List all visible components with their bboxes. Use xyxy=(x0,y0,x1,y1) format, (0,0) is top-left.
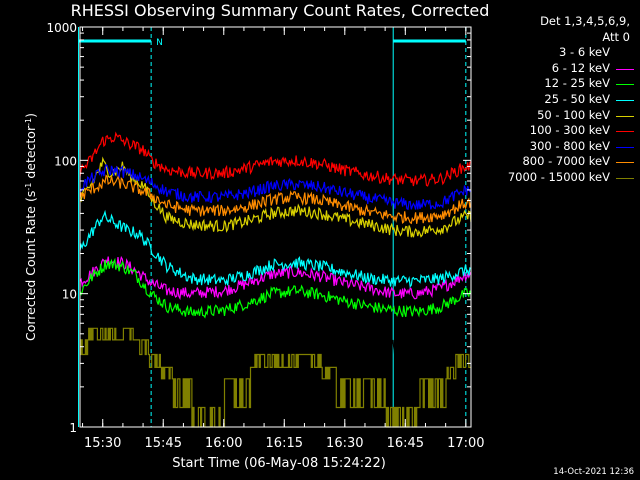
x-tick-label: 15:30 xyxy=(84,436,121,451)
plot-frame xyxy=(79,26,472,428)
legend-swatch xyxy=(616,84,634,86)
series-line-8 xyxy=(80,327,471,428)
y-label-part: detector xyxy=(23,125,38,183)
series-line-5 xyxy=(79,131,472,187)
legend-entry: 50 - 100 keV xyxy=(488,108,636,124)
chart-title: RHESSI Observing Summary Count Rates, Co… xyxy=(70,1,490,20)
legend-header-detectors: Det 1,3,4,5,6,9, xyxy=(540,14,630,28)
legend-entry-label: 25 - 50 keV xyxy=(544,91,610,106)
series-line-4 xyxy=(79,156,472,238)
legend-entries: 3 - 6 keV 6 - 12 keV 12 - 25 keV 25 - 50 ke… xyxy=(488,45,636,185)
legend-swatch xyxy=(616,162,634,164)
y-tick-label: 1000 xyxy=(46,21,77,35)
x-tick-label: 16:30 xyxy=(326,436,363,451)
x-tick-label: 17:00 xyxy=(447,436,484,451)
legend-entry: 3 - 6 keV xyxy=(488,45,636,61)
legend-entry: 7000 - 15000 keV xyxy=(488,170,636,186)
y-tick-label: 10 xyxy=(62,288,77,302)
series-line-6 xyxy=(79,163,472,211)
legend-entry: 6 - 12 keV xyxy=(488,61,636,77)
interval-marker-label: N xyxy=(156,38,163,48)
series-layer xyxy=(79,131,472,428)
series-line-1 xyxy=(79,255,472,301)
axes-layer: 1 10 100 1000 15:30 15:45 16:00 16:15 16:30 16:45… xyxy=(46,21,484,451)
legend-swatch xyxy=(616,115,634,117)
legend-swatch xyxy=(616,53,634,55)
legend-entry-label: 3 - 6 keV xyxy=(559,45,610,60)
legend-entry-label: 100 - 300 keV xyxy=(529,123,610,138)
x-tick-label: 16:45 xyxy=(387,436,424,451)
legend-swatch xyxy=(616,177,634,179)
legend-entry-label: 7000 - 15000 keV xyxy=(507,169,610,184)
legend: Det 1,3,4,5,6,9, Att 0 3 - 6 keV 6 - 12 k… xyxy=(488,14,636,186)
series-line-7 xyxy=(79,174,472,225)
legend-swatch xyxy=(616,146,634,148)
y-label-superscript: -1 xyxy=(24,118,33,126)
y-label-part: ) xyxy=(23,113,38,118)
legend-swatch xyxy=(616,131,634,133)
legend-entry: 300 - 800 keV xyxy=(488,139,636,155)
x-tick-label: 16:15 xyxy=(266,436,303,451)
series-line-3 xyxy=(79,209,472,288)
legend-swatch xyxy=(616,68,634,70)
y-label-superscript: -1 xyxy=(24,183,33,191)
legend-entry: 100 - 300 keV xyxy=(488,123,636,139)
legend-entry: 25 - 50 keV xyxy=(488,92,636,108)
legend-swatch xyxy=(616,99,634,101)
y-label-part: Corrected Count Rate (s xyxy=(23,191,38,341)
legend-entry-label: 6 - 12 keV xyxy=(551,60,610,75)
y-tick-label: 1 xyxy=(69,421,77,435)
legend-entry-label: 300 - 800 keV xyxy=(529,138,610,153)
legend-entry: 12 - 25 keV xyxy=(488,76,636,92)
legend-entry-label: 50 - 100 keV xyxy=(537,107,610,122)
series-line-0 xyxy=(79,265,472,360)
y-tick-label: 100 xyxy=(54,154,77,168)
x-axis-label: Start Time (06-May-08 15:24:22) xyxy=(172,456,386,471)
legend-header-attenuator: Att 0 xyxy=(602,29,630,44)
annotation-layer: N xyxy=(78,27,467,427)
legend-entry: 800 - 7000 keV xyxy=(488,154,636,170)
y-axis-label: Corrected Count Rate (s-1 detector-1) xyxy=(23,113,38,341)
legend-entry-label: 12 - 25 keV xyxy=(544,76,610,91)
series-line-2 xyxy=(79,257,472,319)
x-tick-label: 16:00 xyxy=(205,436,242,451)
x-tick-label: 15:45 xyxy=(145,436,182,451)
generation-timestamp: 14-Oct-2021 12:36 xyxy=(553,467,634,477)
legend-entry-label: 800 - 7000 keV xyxy=(522,154,610,169)
